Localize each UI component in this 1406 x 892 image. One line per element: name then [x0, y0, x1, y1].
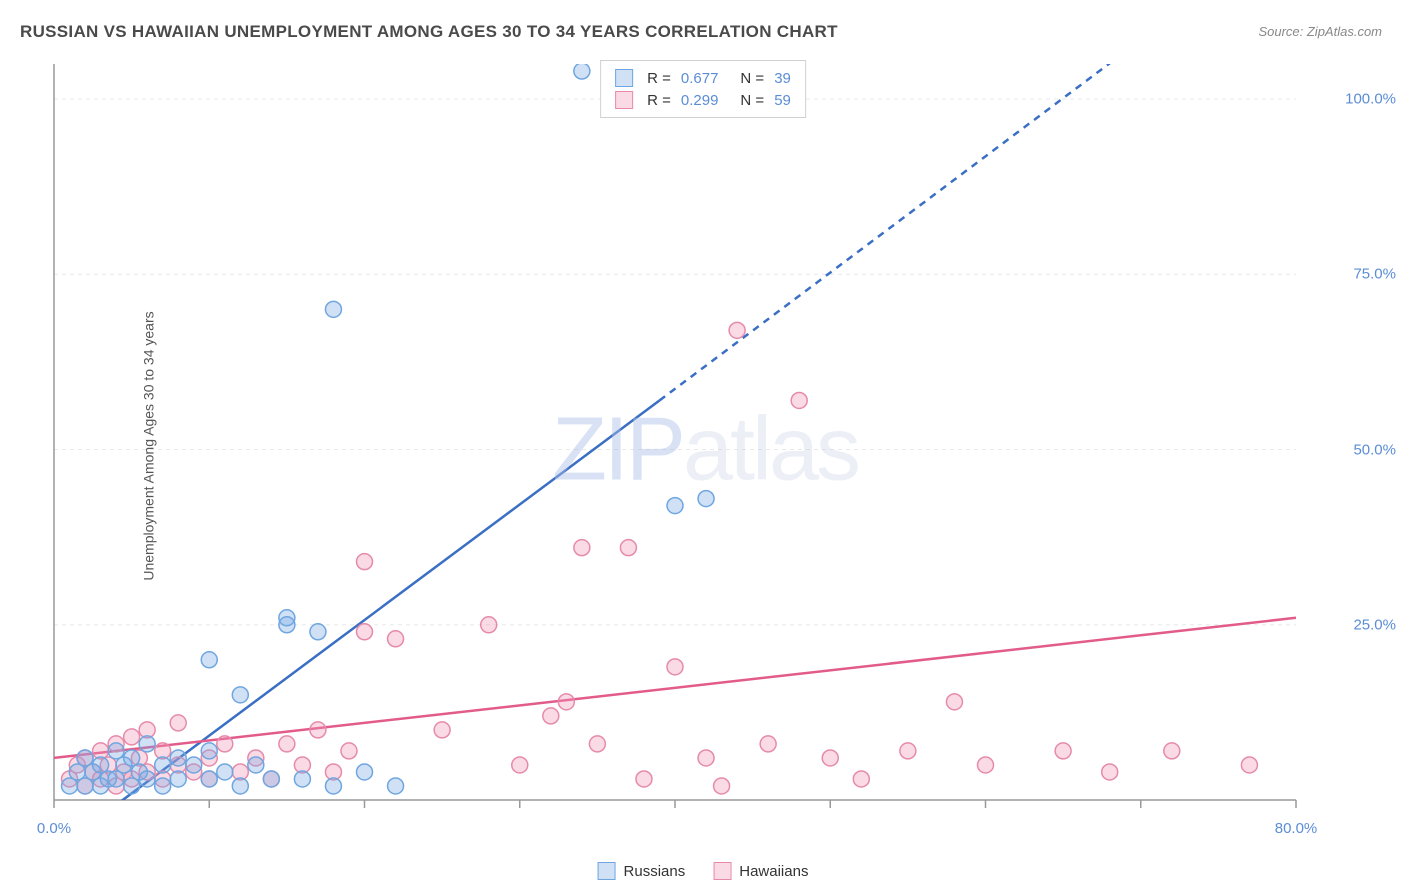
n-label: N = — [740, 70, 764, 87]
y-tick-label: 75.0% — [1353, 266, 1396, 283]
chart-svg — [50, 60, 1360, 840]
chart-title: RUSSIAN VS HAWAIIAN UNEMPLOYMENT AMONG A… — [20, 22, 838, 42]
swatch-russians — [598, 862, 616, 880]
y-tick-label: 100.0% — [1345, 91, 1396, 108]
r-value-russians: 0.677 — [681, 70, 719, 87]
r-value-hawaiians: 0.299 — [681, 92, 719, 109]
swatch-hawaiians — [615, 91, 633, 109]
y-tick-label: 25.0% — [1353, 616, 1396, 633]
swatch-russians — [615, 69, 633, 87]
correlation-legend: R = 0.677 N = 39 R = 0.299 N = 59 — [600, 60, 806, 118]
x-tick-label: 0.0% — [37, 820, 71, 837]
legend-label-russians: Russians — [624, 863, 686, 880]
series-legend: Russians Hawaiians — [598, 862, 809, 880]
r-label: R = — [647, 70, 671, 87]
n-value-hawaiians: 59 — [774, 92, 791, 109]
legend-row-russians: R = 0.677 N = 39 — [615, 67, 791, 89]
legend-item-russians: Russians — [598, 862, 686, 880]
source-attribution: Source: ZipAtlas.com — [1258, 24, 1382, 39]
legend-label-hawaiians: Hawaiians — [739, 863, 808, 880]
r-label: R = — [647, 92, 671, 109]
legend-row-hawaiians: R = 0.299 N = 59 — [615, 89, 791, 111]
n-value-russians: 39 — [774, 70, 791, 87]
legend-item-hawaiians: Hawaiians — [713, 862, 808, 880]
y-tick-label: 50.0% — [1353, 441, 1396, 458]
swatch-hawaiians — [713, 862, 731, 880]
x-tick-label: 80.0% — [1275, 820, 1318, 837]
scatter-plot: ZIPatlas — [50, 60, 1360, 840]
n-label: N = — [740, 92, 764, 109]
